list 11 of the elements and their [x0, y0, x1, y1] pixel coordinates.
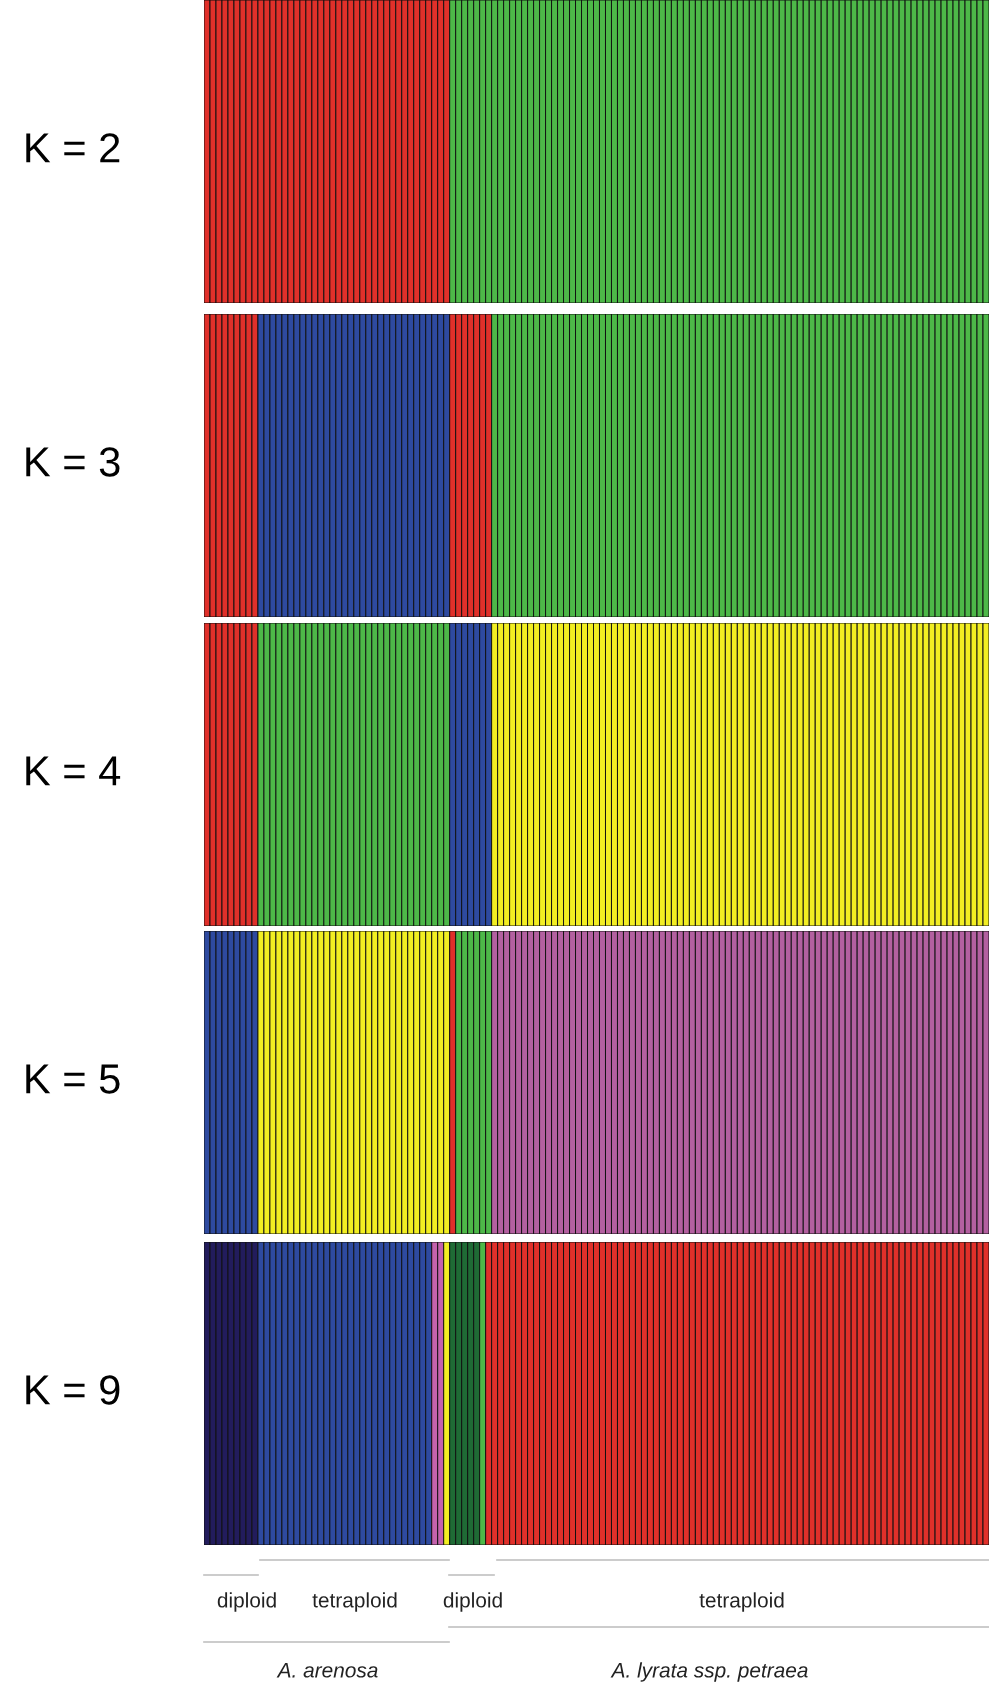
- text: diploid: [217, 1592, 276, 1612]
- text: tetraploid: [312, 1592, 397, 1612]
- y-axis-title: K = 2: [26, 133, 120, 163]
- y-axis-title: K = 3: [26, 447, 120, 477]
- text: tetraploid: [699, 1592, 784, 1612]
- y-axis-title: K = 5: [26, 1064, 120, 1094]
- y-axis-title: K = 9: [26, 1375, 120, 1405]
- text: A. lyrata ssp. petraea: [610, 1662, 808, 1682]
- text: A. arenosa: [276, 1663, 378, 1678]
- y-axis-title: K = 4: [26, 756, 121, 786]
- text: diploid: [443, 1592, 502, 1612]
